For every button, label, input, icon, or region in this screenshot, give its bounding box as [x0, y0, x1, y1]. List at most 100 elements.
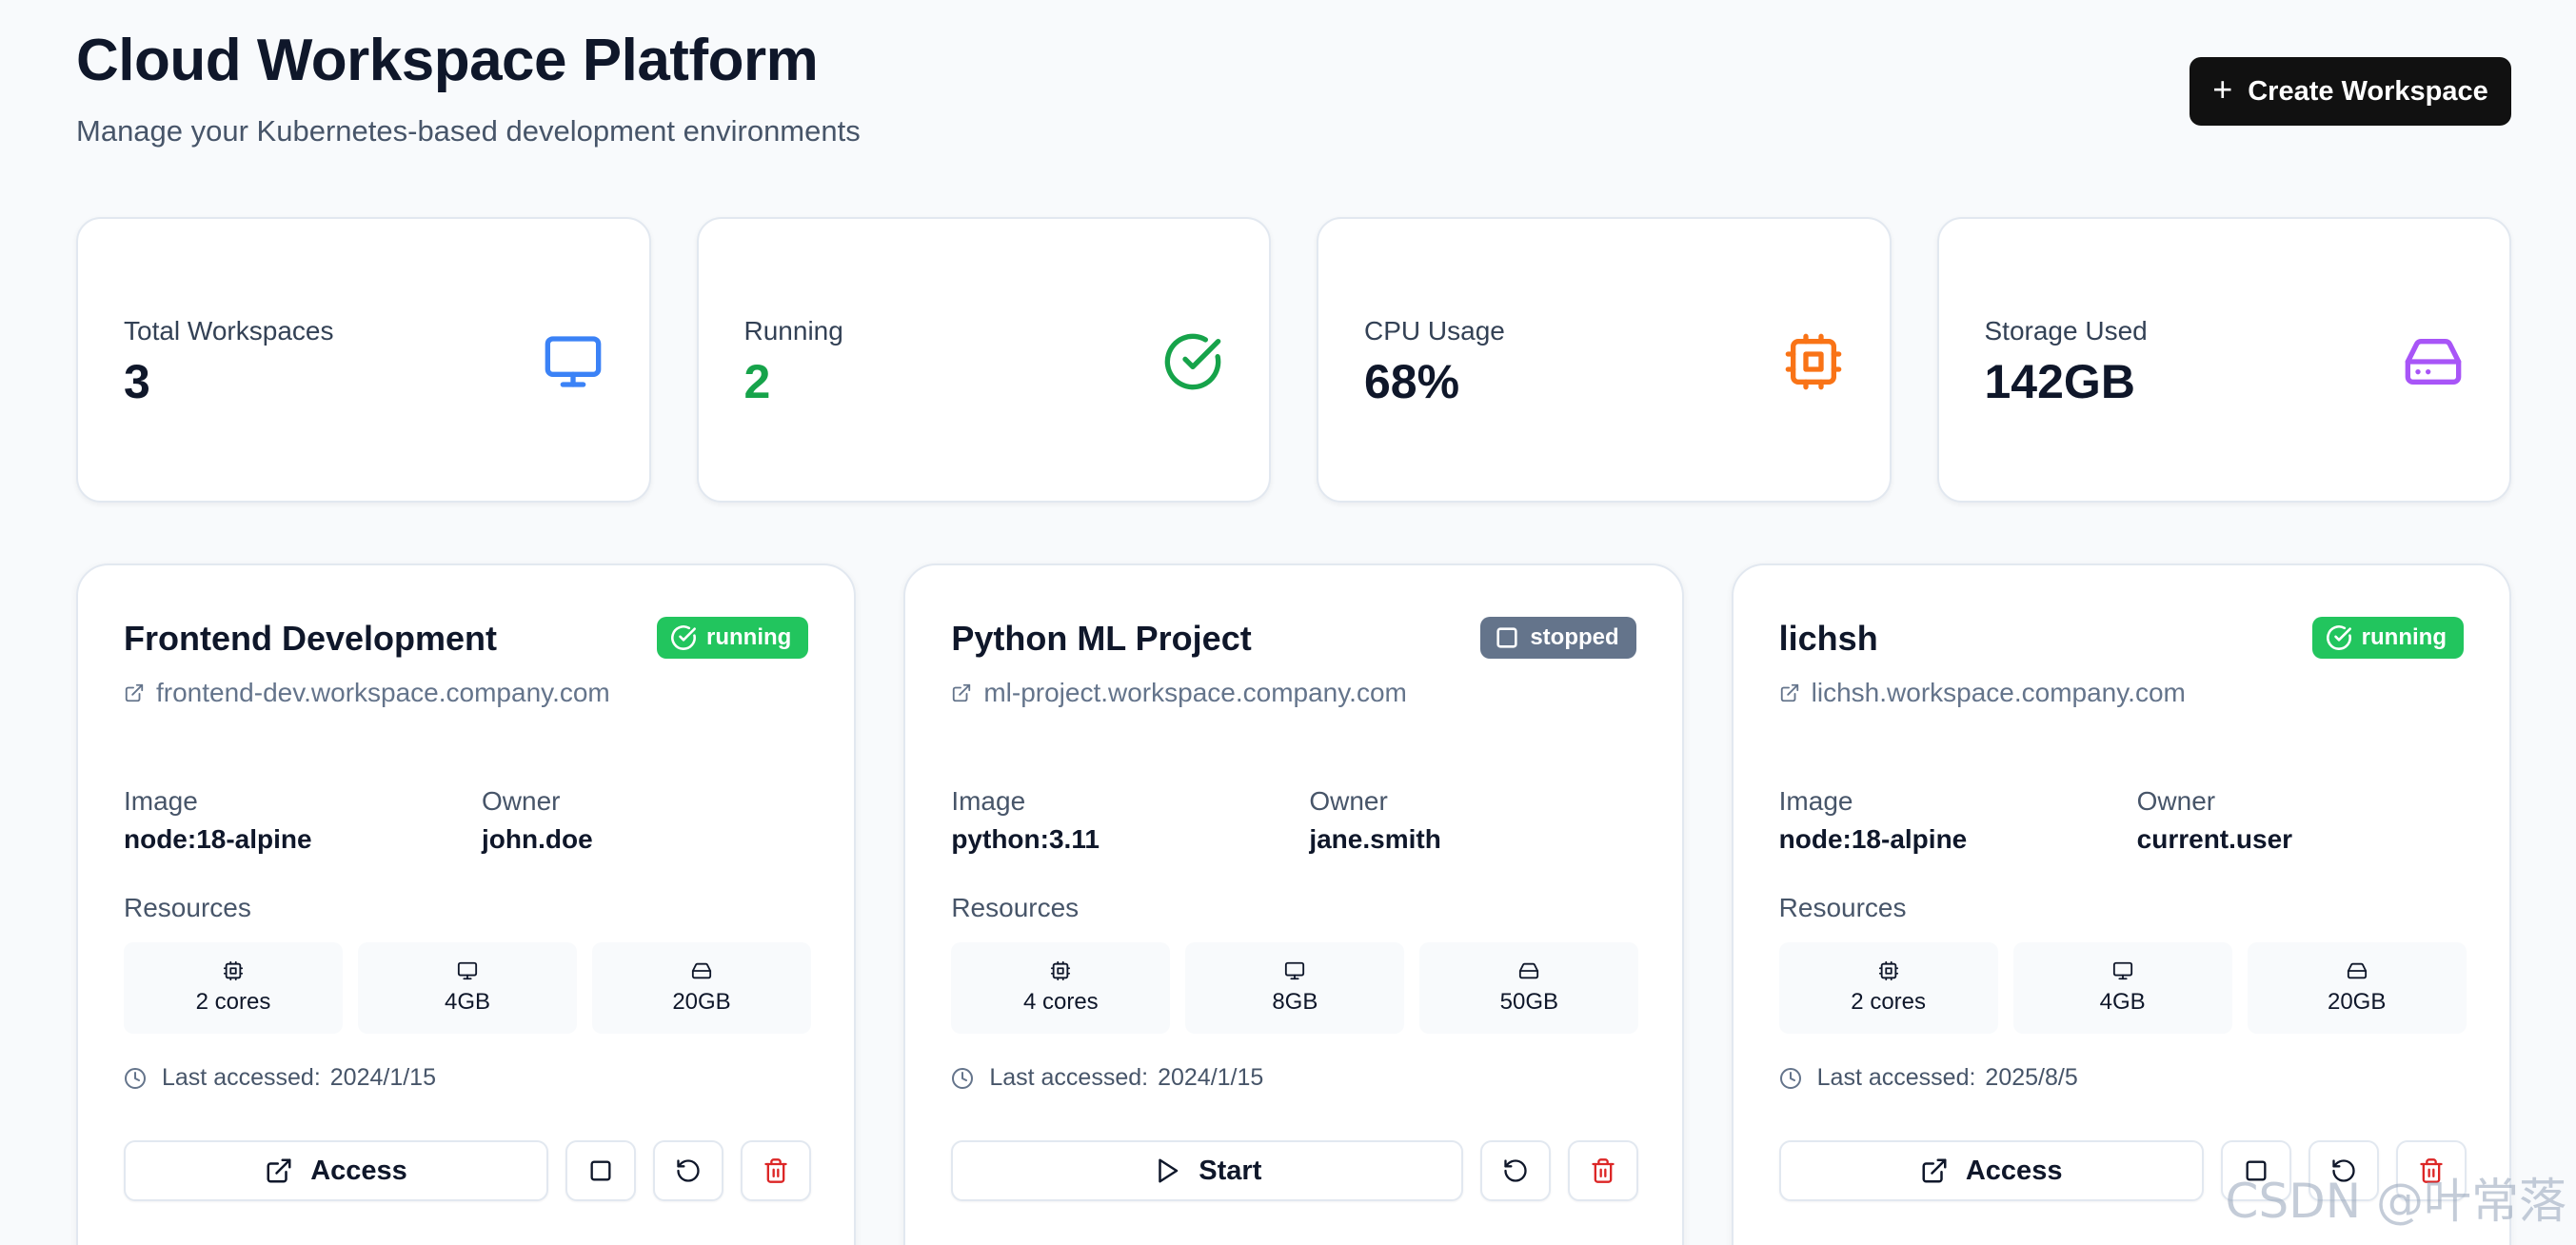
- stat-label: Storage Used: [1984, 316, 2148, 346]
- storage-value: 20GB: [2327, 989, 2387, 1015]
- cpu-icon: [1878, 960, 1899, 981]
- square-icon: [587, 1157, 614, 1184]
- last-accessed: Last accessed: 2025/8/5: [1779, 1064, 2078, 1092]
- hard-drive-icon: [1518, 960, 1539, 981]
- trash-icon: [2418, 1157, 2445, 1184]
- resources-row: 4 cores 8GB 50GB: [951, 942, 1639, 1034]
- start-button[interactable]: Start: [951, 1140, 1464, 1201]
- image-label: Image: [124, 786, 198, 816]
- status-text: stopped: [1530, 624, 1619, 650]
- memory-resource: 4GB: [2012, 942, 2232, 1034]
- memory-value: 8GB: [1272, 989, 1318, 1015]
- square-icon: [1494, 624, 1520, 651]
- status-text: running: [2361, 624, 2447, 650]
- workspace-cards: Frontend Development running frontend-de…: [76, 563, 2511, 1245]
- stop-button[interactable]: [565, 1140, 636, 1201]
- workspace-url-link[interactable]: lichsh.workspace.company.com: [1779, 678, 2186, 708]
- trash-icon: [1590, 1157, 1616, 1184]
- workspace-url: frontend-dev.workspace.company.com: [156, 678, 610, 707]
- image-label: Image: [1778, 786, 1853, 816]
- workspace-url-link[interactable]: frontend-dev.workspace.company.com: [124, 678, 610, 708]
- last-accessed-date: 2024/1/15: [329, 1064, 436, 1091]
- restart-button[interactable]: [1480, 1140, 1552, 1201]
- monitor-icon: [543, 331, 604, 392]
- workspace-url-link[interactable]: ml-project.workspace.company.com: [951, 678, 1407, 708]
- memory-value: 4GB: [444, 989, 491, 1015]
- status-badge: running: [2311, 617, 2464, 659]
- image-value: python:3.11: [951, 824, 1100, 854]
- external-link-icon: [951, 682, 972, 703]
- start-label: Start: [1199, 1155, 1262, 1186]
- create-workspace-label: Create Workspace: [2248, 75, 2488, 107]
- play-icon: [1153, 1156, 1181, 1185]
- hard-drive-icon: [2403, 331, 2464, 392]
- stop-button[interactable]: [2220, 1140, 2291, 1201]
- access-button[interactable]: Access: [1778, 1140, 2204, 1201]
- access-button[interactable]: Access: [124, 1140, 548, 1201]
- page-subtitle: Manage your Kubernetes-based development…: [76, 114, 861, 148]
- workspace-card: Frontend Development running frontend-de…: [76, 563, 857, 1245]
- resources-row: 2 cores 4GB 20GB: [124, 942, 811, 1034]
- stats-row: Total Workspaces 3 Running 2 CPU Usage 6…: [76, 217, 2511, 503]
- trash-icon: [763, 1157, 789, 1184]
- monitor-icon: [2112, 960, 2133, 981]
- cpu-value: 4 cores: [1022, 989, 1099, 1015]
- check-circle-icon: [670, 624, 697, 651]
- resources-row: 2 cores 4GB 20GB: [1778, 942, 2467, 1034]
- storage-value: 20GB: [672, 989, 731, 1015]
- image-value: node:18-alpine: [124, 824, 312, 854]
- status-badge: stopped: [1480, 617, 1636, 659]
- stat-card-storage-used: Storage Used 142GB: [1936, 217, 2511, 503]
- check-circle-icon: [2326, 624, 2352, 651]
- memory-value: 4GB: [2099, 989, 2146, 1015]
- page-title: Cloud Workspace Platform: [76, 28, 819, 93]
- workspace-url: lichsh.workspace.company.com: [1811, 678, 2186, 707]
- monitor-icon: [1284, 960, 1305, 981]
- monitor-icon: [457, 960, 478, 981]
- stat-card-total-workspaces: Total Workspaces 3: [76, 217, 651, 503]
- storage-value: 50GB: [1499, 989, 1559, 1015]
- cpu-resource: 2 cores: [124, 942, 343, 1034]
- memory-resource: 4GB: [358, 942, 577, 1034]
- cpu-value: 2 cores: [195, 989, 271, 1015]
- delete-button[interactable]: [2395, 1140, 2467, 1201]
- stat-value: 142GB: [1984, 355, 2135, 408]
- status-text: running: [706, 624, 792, 650]
- stat-label: Running: [743, 316, 843, 346]
- create-workspace-button[interactable]: + Create Workspace: [2190, 57, 2511, 126]
- restart-button[interactable]: [2308, 1140, 2379, 1201]
- rotate-ccw-icon: [2330, 1157, 2357, 1184]
- cpu-value: 2 cores: [1851, 989, 1926, 1015]
- owner-value: john.doe: [482, 824, 593, 854]
- clock-icon: [951, 1067, 974, 1090]
- rotate-ccw-icon: [675, 1157, 702, 1184]
- card-actions: Access: [1778, 1140, 2467, 1201]
- restart-button[interactable]: [653, 1140, 723, 1201]
- last-accessed-date: 2024/1/15: [1158, 1064, 1264, 1091]
- delete-button[interactable]: [741, 1140, 811, 1201]
- stat-card-running: Running 2: [696, 217, 1271, 503]
- memory-resource: 8GB: [1185, 942, 1405, 1034]
- stat-label: Total Workspaces: [124, 316, 334, 346]
- image-label: Image: [951, 786, 1026, 816]
- owner-value: current.user: [2136, 824, 2293, 854]
- last-accessed-label: Last accessed:: [162, 1064, 321, 1091]
- owner-value: jane.smith: [1309, 824, 1441, 854]
- workspace-card: lichsh running lichsh.workspace.company.…: [1731, 563, 2511, 1245]
- access-label: Access: [1965, 1155, 2063, 1186]
- cpu-icon: [223, 960, 244, 981]
- workspace-name: lichsh: [1778, 619, 1878, 658]
- delete-button[interactable]: [1568, 1140, 1639, 1201]
- card-actions: Start: [951, 1140, 1639, 1201]
- storage-resource: 20GB: [592, 942, 811, 1034]
- stat-card-cpu-usage: CPU Usage 68%: [1317, 217, 1892, 503]
- last-accessed-label: Last accessed:: [1816, 1064, 1976, 1091]
- clock-icon: [1779, 1067, 1802, 1090]
- rotate-ccw-icon: [1502, 1157, 1529, 1184]
- stat-value: 68%: [1364, 355, 1460, 408]
- storage-resource: 50GB: [1419, 942, 1639, 1034]
- page-header: Cloud Workspace Platform Manage your Kub…: [76, 23, 2511, 166]
- owner-label: Owner: [1309, 786, 1388, 816]
- storage-resource: 20GB: [2247, 942, 2467, 1034]
